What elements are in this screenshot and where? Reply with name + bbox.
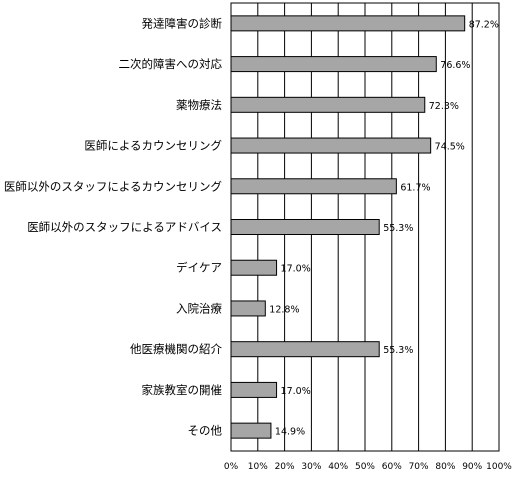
x-tick-label: 90% bbox=[462, 462, 482, 472]
category-labels: 発達障害の診断二次的障害への対応薬物療法医師によるカウンセリング医師以外のスタッ… bbox=[4, 16, 223, 437]
category-label: 薬物療法 bbox=[176, 98, 222, 112]
x-tick-label: 100% bbox=[486, 462, 512, 472]
data-label: 55.3% bbox=[383, 223, 413, 234]
data-label: 55.3% bbox=[383, 345, 413, 356]
bar bbox=[230, 300, 266, 317]
category-label: その他 bbox=[188, 424, 223, 438]
x-tick-label: 20% bbox=[275, 462, 295, 472]
category-label: デイケア bbox=[176, 261, 222, 275]
bar bbox=[230, 341, 380, 358]
bars bbox=[230, 15, 466, 439]
data-label: 74.5% bbox=[435, 142, 465, 153]
data-label: 14.9% bbox=[275, 427, 305, 438]
bar bbox=[230, 96, 426, 113]
data-label: 17.0% bbox=[281, 386, 311, 397]
x-tick-label: 60% bbox=[382, 462, 402, 472]
x-tick-label: 40% bbox=[328, 462, 348, 472]
bar bbox=[230, 422, 272, 439]
x-tick-label: 30% bbox=[301, 462, 321, 472]
data-labels: 87.2% 76.6% 72.3% 74.5% 61.7% 55.3% 17.0% 12.8%… bbox=[269, 19, 499, 437]
category-label: 医師以外のスタッフによるカウンセリング bbox=[4, 179, 223, 193]
data-label: 61.7% bbox=[400, 182, 430, 193]
x-tick-label: 0% bbox=[224, 462, 239, 472]
category-label: 医師以外のスタッフによるアドバイス bbox=[27, 220, 222, 234]
data-label: 76.6% bbox=[440, 60, 470, 71]
bar bbox=[230, 56, 437, 73]
bar bbox=[230, 137, 432, 154]
x-tick-labels: 0% 10% 20% 30% 40% 50% 60% 70% 80% 90% 100% bbox=[224, 462, 512, 472]
bar bbox=[230, 219, 380, 235]
category-label: 二次的障害への対応 bbox=[119, 57, 223, 71]
category-label: 発達障害の診断 bbox=[142, 16, 223, 30]
x-tick-label: 80% bbox=[435, 462, 455, 472]
x-tick-label: 70% bbox=[409, 462, 429, 472]
bar bbox=[230, 259, 278, 276]
data-label: 17.0% bbox=[281, 264, 311, 275]
bar bbox=[230, 381, 278, 398]
x-tick-label: 50% bbox=[355, 462, 375, 472]
data-label: 87.2% bbox=[469, 19, 499, 30]
category-label: 家族教室の開催 bbox=[142, 383, 223, 397]
x-tick-label: 10% bbox=[248, 462, 268, 472]
data-label: 12.8% bbox=[269, 304, 299, 315]
category-label: 医師によるカウンセリング bbox=[84, 139, 222, 153]
bar bbox=[230, 15, 466, 32]
plot-area-frame bbox=[230, 2, 500, 452]
data-label: 72.3% bbox=[429, 101, 459, 112]
category-label: 他医療機関の紹介 bbox=[130, 342, 222, 356]
category-label: 入院治療 bbox=[176, 301, 222, 315]
bar bbox=[230, 178, 397, 195]
